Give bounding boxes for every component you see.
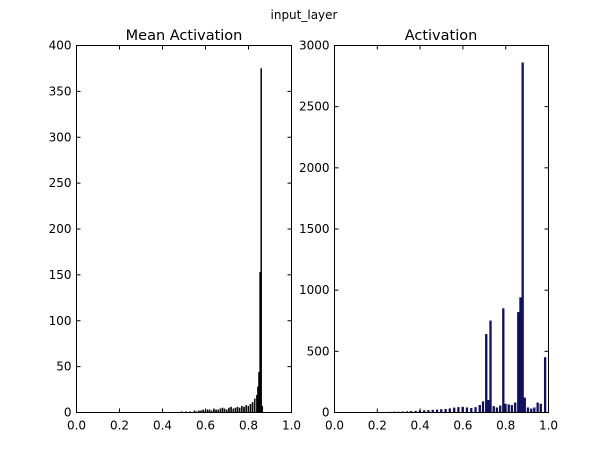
y-tick-label: 50	[56, 360, 71, 374]
histogram-bar	[543, 357, 547, 413]
y-tick-label: 250	[49, 176, 72, 190]
histogram-bar	[448, 408, 451, 413]
x-tick-label: 0.4	[411, 419, 430, 433]
histogram-bar	[249, 404, 252, 413]
y-tick-label: 400	[49, 39, 72, 53]
histogram-bar	[470, 408, 473, 413]
histogram-bar	[507, 404, 510, 413]
histogram-bar	[495, 407, 499, 413]
histogram-bar	[487, 400, 490, 413]
histogram-bar	[236, 406, 239, 413]
histogram-bar	[245, 405, 247, 413]
chart-title: Activation	[405, 28, 478, 44]
histogram-bar	[478, 405, 481, 413]
histogram-bar	[234, 407, 237, 413]
y-tick-label: 350	[49, 84, 72, 98]
histogram-bar	[510, 405, 514, 413]
histogram-bar	[221, 407, 224, 413]
histogram-bar	[519, 297, 522, 413]
x-tick-label: 0.0	[325, 419, 344, 433]
histogram-bar	[228, 407, 230, 413]
histogram-bar	[530, 408, 533, 413]
y-tick-label: 500	[307, 344, 330, 358]
y-tick-label: 300	[49, 130, 72, 144]
plot-frame	[334, 45, 549, 413]
y-tick-label: 150	[49, 268, 72, 282]
y-tick-label: 200	[49, 222, 72, 236]
x-tick-label: 0.6	[196, 419, 215, 433]
histogram-bar	[219, 408, 222, 413]
chart-activation: Activation 0.0 0.2 0.4 0.6 0.8 1.0 0 500 1000 150…	[299, 28, 558, 433]
histogram-bar	[251, 402, 254, 413]
x-tick-label: 0.2	[110, 419, 129, 433]
histogram-bar	[499, 405, 502, 413]
histogram-bar	[526, 407, 530, 413]
histogram-bar	[213, 408, 215, 413]
histogram-bar	[223, 408, 226, 413]
y-tick-label: 1000	[299, 283, 330, 297]
histogram-bar	[241, 405, 243, 413]
y-tick-label: 2000	[299, 161, 330, 175]
ticks: 0.0 0.2 0.4 0.6 0.8 1.0 0 500 1000 1500 2000 2500 30…	[299, 39, 558, 433]
x-tick-label: 0.4	[153, 419, 172, 433]
y-tick-label: 100	[49, 314, 72, 328]
histogram-bar	[261, 405, 264, 413]
plot-frame	[76, 45, 292, 413]
histogram-bar	[489, 320, 492, 413]
histogram-bar	[444, 408, 447, 413]
histogram-bar	[465, 407, 469, 413]
y-tick-label: 0	[322, 406, 330, 420]
histogram-bar	[502, 308, 505, 413]
histogram-bar	[539, 403, 542, 413]
x-tick-label: 0.8	[239, 419, 258, 433]
x-tick-label: 0.6	[453, 419, 472, 433]
histogram-bar	[492, 406, 495, 413]
histogram-bar	[453, 407, 456, 413]
y-tick-label: 0	[64, 406, 72, 420]
histogram-bar	[481, 401, 485, 413]
histogram-bar	[521, 62, 524, 413]
histogram-bar	[253, 398, 256, 413]
histogram-bar	[457, 407, 460, 413]
histogram-bar	[238, 407, 241, 413]
ticks: 0.0 0.2 0.4 0.6 0.8 1.0 0 50 100 150 200 250 300 350 4…	[49, 39, 301, 433]
y-tick-label: 3000	[299, 39, 330, 53]
histogram-bar	[230, 406, 232, 413]
histogram-bar	[485, 334, 488, 413]
y-tick-label: 2500	[299, 100, 330, 114]
histogram-bar	[517, 312, 520, 413]
x-tick-label: 1.0	[282, 419, 301, 433]
histogram-bar	[243, 406, 245, 413]
x-tick-label: 0.0	[67, 419, 86, 433]
histogram-bar	[536, 402, 539, 413]
x-tick-label: 1.0	[539, 419, 558, 433]
histogram-bar	[232, 408, 235, 413]
x-tick-label: 0.8	[496, 419, 515, 433]
histogram-bar	[514, 402, 517, 413]
chart-title: Mean Activation	[126, 28, 243, 44]
histogram-bar	[523, 397, 526, 413]
y-tick-label: 1500	[299, 222, 330, 236]
chart-mean-activation: Mean Activation 0.0 0.2 0.4 0.6 0.8 1.0 0 50 100…	[49, 28, 301, 433]
x-tick-label: 0.2	[368, 419, 387, 433]
histogram-bar	[474, 407, 477, 413]
bars	[180, 68, 264, 413]
histogram-bar	[260, 68, 262, 413]
bars	[382, 62, 547, 413]
figure-suptitle: input_layer	[271, 8, 338, 22]
histogram-bar	[533, 407, 536, 413]
